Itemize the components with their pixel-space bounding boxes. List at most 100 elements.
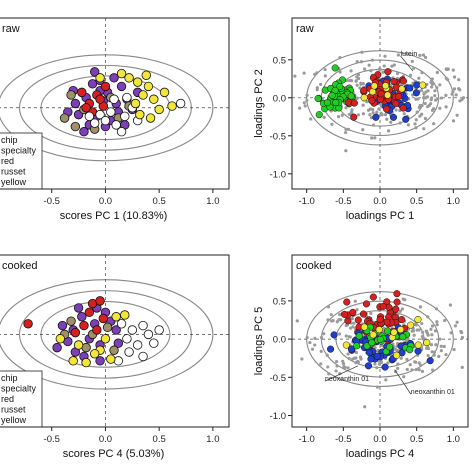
- loading-point-gray: [355, 96, 359, 100]
- y-tick-label: -0.5: [270, 373, 286, 384]
- loading-point-gray: [429, 327, 433, 331]
- loading-point-gray: [347, 356, 351, 361]
- loading-point-gray: [405, 367, 409, 372]
- loading-point-green: [399, 333, 407, 341]
- loading-point-gray: [344, 334, 348, 338]
- loading-point-gray: [448, 303, 453, 307]
- loading-point-gray: [373, 362, 377, 366]
- loading-point-gray: [353, 299, 357, 303]
- loading-point-gray: [375, 385, 380, 389]
- loading-point-gray: [414, 360, 418, 364]
- score-point-russet: [154, 325, 164, 335]
- loading-point-green: [406, 346, 414, 354]
- score-point-yellow: [138, 90, 148, 100]
- loading-point-gray: [444, 76, 448, 80]
- loading-point-gray: [354, 79, 358, 83]
- loading-point-gray: [384, 378, 388, 382]
- score-point-chip: [77, 312, 87, 322]
- loading-point-gray: [399, 356, 403, 360]
- loading-point-gray: [435, 70, 439, 75]
- loading-point-gray: [450, 92, 454, 96]
- loading-point-green: [315, 111, 323, 119]
- score-point-russet: [122, 92, 132, 103]
- loading-point-gray: [436, 97, 440, 101]
- loading-point-gray: [295, 319, 299, 323]
- loading-point-gray: [460, 365, 464, 369]
- score-point-chip: [79, 127, 89, 137]
- score-point-russet: [149, 338, 159, 348]
- loading-point-gray: [390, 64, 394, 68]
- loading-point-gray: [460, 335, 465, 340]
- loading-point-gray: [335, 320, 339, 324]
- loading-point-gray: [451, 119, 456, 123]
- loading-point-gray: [335, 359, 339, 364]
- loading-point-gray: [408, 363, 412, 367]
- loading-point-blue: [412, 89, 420, 97]
- score-point-chip: [113, 338, 124, 348]
- score-point-russet: [84, 111, 95, 122]
- loading-point-gray: [437, 354, 441, 359]
- loading-point-red: [354, 316, 362, 324]
- panel-title: cooked: [296, 260, 331, 272]
- loading-point-green: [336, 83, 344, 91]
- loading-point-gray: [379, 111, 383, 115]
- loading-point-gray: [358, 86, 362, 90]
- loading-point-gray: [381, 70, 385, 74]
- loading-point-gray: [414, 323, 418, 327]
- legend-box: [0, 370, 43, 428]
- loading-point-gray: [398, 121, 402, 125]
- loading-point-yellow: [382, 82, 390, 90]
- loading-point-gray: [375, 110, 379, 114]
- loading-point-red: [350, 113, 358, 121]
- loading-point-blue: [389, 113, 398, 121]
- score-point-specialty: [70, 121, 81, 132]
- loading-point-red: [393, 298, 401, 306]
- loading-point-gray: [363, 67, 367, 71]
- annotation-leader: [400, 55, 414, 72]
- loading-point-gray: [342, 365, 346, 369]
- loading-point-gray: [344, 149, 348, 153]
- loading-point-gray: [330, 122, 334, 126]
- loading-point-blue: [327, 345, 335, 353]
- score-point-russet: [127, 325, 138, 335]
- loading-point-red: [359, 310, 367, 318]
- loading-point-gray: [460, 97, 464, 102]
- loading-point-green: [355, 332, 363, 340]
- loading-point-gray: [417, 328, 421, 332]
- loading-point-gray: [429, 96, 434, 100]
- score-point-yellow: [73, 340, 84, 350]
- loading-point-gray: [455, 113, 459, 117]
- loading-point-gray: [422, 127, 426, 131]
- loading-point-green: [314, 94, 322, 103]
- loading-point-green: [384, 327, 392, 335]
- loading-point-gray: [415, 110, 419, 114]
- x-axis-label: loadings PC 4: [346, 448, 415, 460]
- loading-point-green: [331, 64, 339, 72]
- loading-point-gray: [346, 127, 351, 131]
- loading-point-gray: [403, 298, 407, 302]
- score-point-red: [95, 296, 105, 306]
- x-tick-label: 0.0: [99, 434, 112, 445]
- score-point-russet: [89, 118, 100, 128]
- loading-point-gray: [361, 82, 365, 86]
- score-point-russet: [175, 98, 186, 109]
- loading-point-gray: [322, 332, 326, 336]
- loading-point-yellow: [369, 331, 377, 339]
- loading-point-gray: [348, 335, 352, 339]
- loading-point-gray: [442, 344, 446, 349]
- loading-point-yellow: [390, 328, 398, 336]
- loading-point-gray: [325, 353, 329, 357]
- loading-point-gray: [433, 89, 437, 93]
- annotation-label: neoxanthin 01: [411, 389, 455, 396]
- y-axis-label: loadings PC 2: [253, 69, 265, 138]
- loading-point-gray: [310, 347, 315, 351]
- loading-point-gray: [452, 347, 456, 352]
- loading-point-gray: [420, 71, 424, 75]
- score-point-russet: [120, 111, 130, 122]
- loading-point-gray: [377, 362, 381, 366]
- loading-point-red: [350, 99, 358, 107]
- loading-point-gray: [452, 75, 457, 79]
- score-point-yellow: [135, 109, 145, 120]
